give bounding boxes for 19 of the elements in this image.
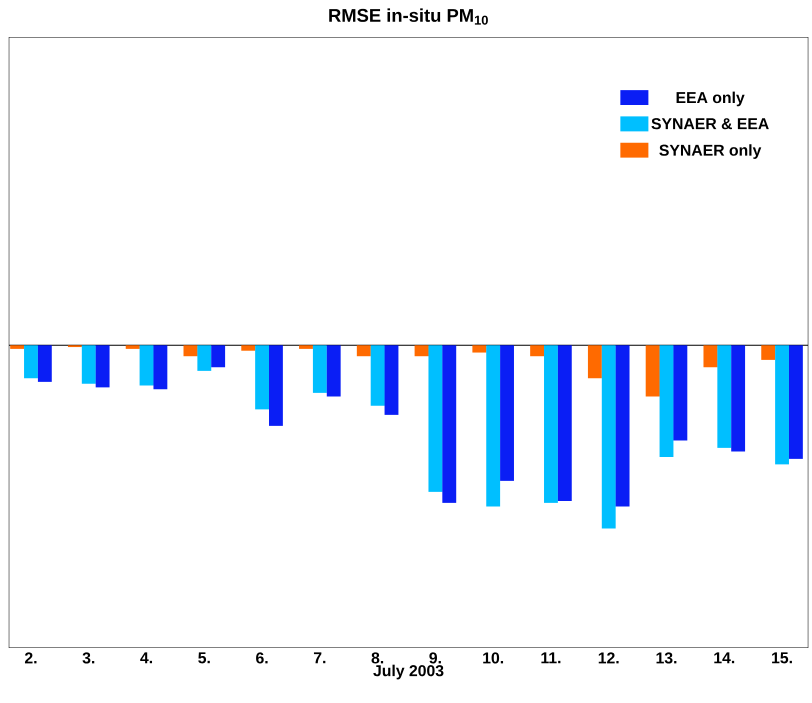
x-tick-label: 15. xyxy=(772,652,792,664)
x-tick-label: 9. xyxy=(429,652,441,664)
x-axis-title: July 2003 xyxy=(373,664,444,680)
x-tick-label: 8. xyxy=(372,652,384,664)
chart-title: RMSE in-situ PM$_{10}$ xyxy=(329,8,488,25)
x-tick-label: 10. xyxy=(483,652,504,664)
legend-label: EEA only xyxy=(676,92,745,106)
x-tick-label: 14. xyxy=(714,652,734,664)
x-tick-label: 6. xyxy=(256,652,268,664)
x-tick-label: 12. xyxy=(598,652,619,664)
legend-label: SYNAER only xyxy=(659,144,762,159)
x-tick-label: 5. xyxy=(198,652,210,664)
legend-label: SYNAER & EEA xyxy=(651,118,769,130)
x-tick-label: 4. xyxy=(140,652,152,664)
x-tick-label: 3. xyxy=(82,652,94,664)
x-tick-label: 7. xyxy=(314,652,326,664)
x-tick-label: 13. xyxy=(656,652,676,664)
x-tick-label: 2. xyxy=(24,652,36,664)
x-tick-label: 11. xyxy=(541,652,560,664)
